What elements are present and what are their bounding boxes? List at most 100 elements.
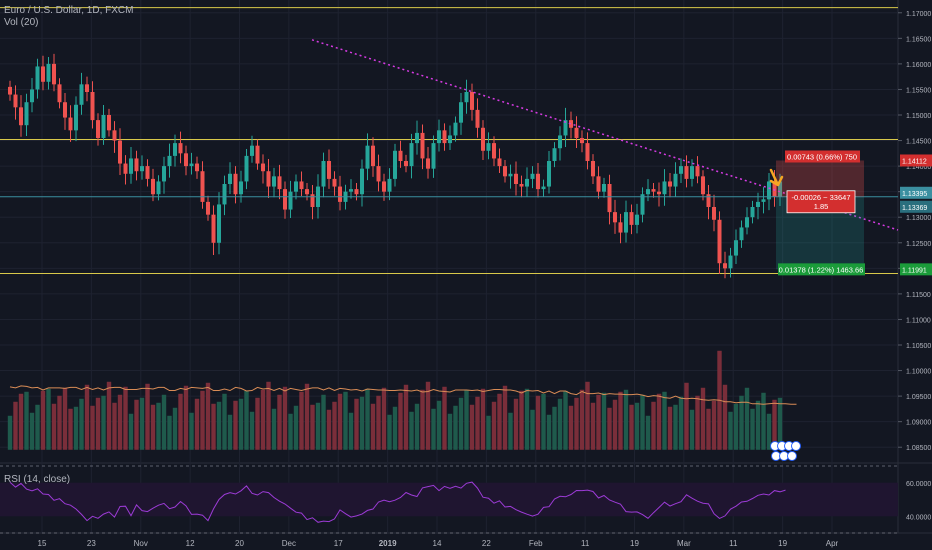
candle-body bbox=[547, 161, 551, 187]
volume-bar bbox=[145, 383, 150, 450]
candle-body bbox=[233, 173, 238, 195]
candle-body bbox=[206, 201, 210, 215]
candle-body bbox=[404, 161, 408, 167]
volume-bar bbox=[249, 411, 255, 450]
candle bbox=[558, 126, 562, 161]
volume-bar bbox=[40, 390, 46, 450]
candle-body bbox=[734, 240, 738, 256]
volume-bar bbox=[739, 395, 744, 450]
candle bbox=[8, 80, 12, 101]
candle bbox=[492, 136, 496, 167]
volume-bar bbox=[601, 392, 607, 450]
candle-body bbox=[321, 161, 326, 187]
volume-bar bbox=[348, 412, 354, 450]
candle bbox=[662, 169, 667, 206]
candle bbox=[712, 194, 716, 232]
candle-body bbox=[13, 94, 18, 108]
candle-body bbox=[173, 143, 177, 156]
candle-body bbox=[679, 166, 683, 174]
candle bbox=[79, 72, 84, 115]
ideas-avatars[interactable] bbox=[770, 441, 801, 461]
candle bbox=[24, 93, 29, 136]
candle bbox=[591, 154, 595, 184]
candle-body bbox=[68, 117, 73, 131]
candle bbox=[184, 145, 188, 176]
time-tick-label: 12 bbox=[186, 539, 195, 548]
volume-bar bbox=[750, 408, 755, 450]
candle bbox=[690, 159, 694, 187]
volume-bar bbox=[557, 398, 563, 450]
candle-body bbox=[354, 189, 359, 195]
candle bbox=[415, 120, 419, 155]
volume-bar bbox=[618, 391, 623, 450]
candle bbox=[552, 142, 557, 168]
candle bbox=[437, 119, 441, 152]
volume-bar bbox=[546, 414, 552, 450]
candle-body bbox=[519, 184, 524, 187]
candle bbox=[140, 155, 144, 180]
candle-body bbox=[420, 132, 425, 159]
volume-bar bbox=[590, 402, 596, 450]
volume-bar bbox=[282, 386, 288, 450]
short-position-tool[interactable]: 0.00743 (0.66%) 750 0.01378 (1.22%) 1463.… bbox=[776, 150, 865, 276]
volume-bar bbox=[84, 384, 90, 450]
volume-bar bbox=[194, 398, 200, 450]
candle bbox=[299, 171, 304, 197]
candle bbox=[52, 53, 56, 92]
candle-body bbox=[156, 181, 161, 195]
candle-body bbox=[178, 143, 183, 154]
candle bbox=[448, 125, 452, 151]
volume-bar bbox=[541, 393, 546, 450]
candle bbox=[404, 154, 408, 173]
volume-bar bbox=[354, 398, 359, 450]
candle bbox=[74, 96, 78, 142]
candle-body bbox=[371, 145, 375, 167]
volume-bar bbox=[486, 415, 491, 450]
volume-bar bbox=[431, 408, 436, 450]
time-tick-label: Dec bbox=[282, 539, 296, 548]
candle-body bbox=[277, 176, 282, 190]
volume-bar bbox=[453, 405, 458, 450]
candle bbox=[129, 146, 133, 184]
volume-bar bbox=[629, 404, 634, 450]
candle-body bbox=[294, 181, 298, 192]
volume-bar bbox=[79, 398, 84, 450]
volume-bar bbox=[95, 397, 101, 450]
volume-bar bbox=[755, 400, 761, 450]
candle-body bbox=[717, 219, 722, 264]
time-tick-label: 17 bbox=[334, 539, 343, 548]
volume-bar bbox=[420, 389, 425, 450]
volume-bar bbox=[117, 394, 123, 450]
volume-bar bbox=[403, 384, 409, 450]
volume-bar bbox=[414, 403, 420, 450]
axis-current-price: 1.13395 bbox=[902, 191, 927, 198]
candle-body bbox=[415, 132, 419, 144]
volume-bar bbox=[436, 400, 442, 450]
candle bbox=[13, 85, 18, 120]
pnl-label-box bbox=[786, 190, 856, 214]
candle-body bbox=[558, 135, 562, 149]
candle-body bbox=[442, 130, 447, 144]
volume-bar bbox=[700, 387, 706, 450]
candle-body bbox=[332, 178, 337, 187]
volume-bar bbox=[766, 413, 772, 450]
candle-body bbox=[453, 122, 458, 136]
candle-body bbox=[712, 207, 716, 220]
volume-bar bbox=[216, 401, 222, 450]
candle bbox=[19, 95, 23, 137]
price-tick-label: 1.15500 bbox=[906, 87, 931, 94]
volume-bar bbox=[651, 401, 656, 450]
volume-bar bbox=[227, 414, 233, 450]
candle bbox=[206, 195, 210, 221]
volume-bar bbox=[123, 386, 128, 450]
symbol-title: Euro / U.S. Dollar, 1D, FXCM bbox=[4, 5, 134, 16]
candle-body bbox=[101, 115, 106, 138]
volume-bar bbox=[464, 389, 469, 450]
candle-body bbox=[255, 145, 260, 164]
price-tick-label: 1.09500 bbox=[906, 394, 931, 401]
candle-body bbox=[376, 166, 381, 182]
candle bbox=[519, 175, 524, 198]
candle-body bbox=[239, 181, 243, 195]
candle bbox=[657, 182, 661, 207]
